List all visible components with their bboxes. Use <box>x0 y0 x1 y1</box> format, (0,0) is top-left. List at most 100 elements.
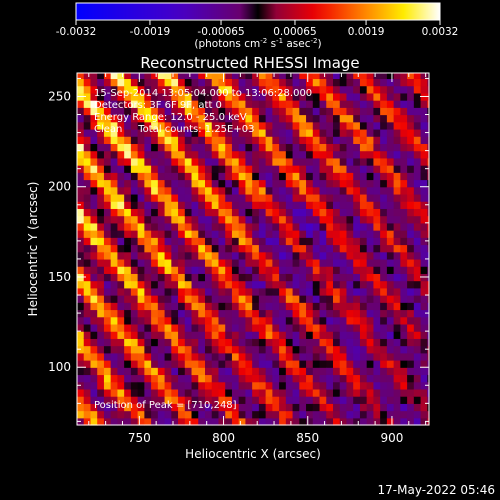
heatmap-cell <box>157 157 166 166</box>
heatmap-cell <box>373 403 381 412</box>
heatmap-cell <box>319 208 327 217</box>
heatmap-cell <box>359 309 368 318</box>
heatmap-cell <box>144 165 152 173</box>
heatmap-cell <box>103 237 112 246</box>
heatmap-cell <box>400 172 408 181</box>
x-tick-label: 750 <box>128 431 151 445</box>
heatmap-cell <box>339 266 348 274</box>
heatmap-cell <box>366 273 375 282</box>
heatmap-cell <box>103 280 112 289</box>
heatmap-cell <box>272 338 280 347</box>
heatmap-cell <box>130 396 139 404</box>
heatmap-cell <box>373 367 381 376</box>
heatmap-cell <box>117 316 125 325</box>
heatmap-cell <box>285 251 294 260</box>
heatmap-cell <box>245 114 253 123</box>
heatmap-cell <box>380 107 388 116</box>
heatmap-cell <box>258 381 267 390</box>
heatmap-cell <box>90 360 98 368</box>
heatmap-cell <box>386 73 395 80</box>
heatmap-cell <box>218 230 226 238</box>
heatmap-cell <box>164 367 172 376</box>
heatmap-cell <box>258 186 267 195</box>
heatmap-cell <box>178 316 186 325</box>
heatmap-cell <box>306 172 314 181</box>
heatmap-cell <box>366 222 375 231</box>
heatmap-cell <box>353 201 361 209</box>
heatmap-cell <box>198 367 206 376</box>
heatmap-cell <box>157 193 166 202</box>
heatmap-cell <box>380 316 388 325</box>
heatmap-cell <box>279 323 287 332</box>
heatmap-cell <box>265 381 273 390</box>
heatmap-cell <box>225 208 233 217</box>
heatmap-cell <box>413 316 422 325</box>
heatmap-cell <box>339 323 348 332</box>
heatmap-cell <box>380 237 388 246</box>
heatmap-cell <box>157 73 166 80</box>
heatmap-cell <box>333 114 341 123</box>
heatmap-cell <box>77 136 85 144</box>
heatmap-cell <box>265 367 273 376</box>
heatmap-cell <box>299 128 307 137</box>
heatmap-cell <box>252 287 260 296</box>
heatmap-cell <box>238 157 247 166</box>
heatmap-cell <box>407 396 415 404</box>
heatmap-cell <box>420 338 428 347</box>
heatmap-cell <box>306 230 314 238</box>
heatmap-cell <box>178 100 186 108</box>
heatmap-cell <box>299 338 307 347</box>
heatmap-cell <box>312 121 321 130</box>
heatmap-cell <box>110 100 119 108</box>
heatmap-cell <box>285 193 294 202</box>
heatmap-cell <box>427 193 430 202</box>
heatmap-cell <box>184 165 193 173</box>
heatmap-cell <box>205 143 213 152</box>
heatmap-cell <box>346 302 354 311</box>
heatmap-cell <box>326 273 334 282</box>
heatmap-cell <box>272 352 280 361</box>
heatmap-cell <box>380 157 388 166</box>
heatmap-cell <box>272 179 280 188</box>
heatmap-cell <box>225 273 233 282</box>
heatmap-cell <box>359 157 368 166</box>
heatmap-cell <box>427 331 430 339</box>
heatmap-cell <box>420 331 428 339</box>
heatmap-cell <box>386 381 395 390</box>
heatmap-cell <box>103 273 112 282</box>
heatmap-cell <box>184 381 193 390</box>
heatmap-cell <box>164 136 172 144</box>
heatmap-cell <box>77 323 85 332</box>
heatmap-cell <box>164 388 172 397</box>
heatmap-cell <box>326 186 334 195</box>
heatmap-cell <box>164 374 172 383</box>
heatmap-cell <box>97 258 105 267</box>
heatmap-cell <box>407 323 415 332</box>
heatmap-cell <box>178 367 186 376</box>
heatmap-cell <box>83 280 92 289</box>
heatmap-cell <box>191 396 199 404</box>
heatmap-cell <box>225 403 233 412</box>
heatmap-cell <box>312 100 321 108</box>
heatmap-cell <box>151 179 159 188</box>
heatmap-cell <box>130 388 139 397</box>
heatmap-cell <box>319 388 327 397</box>
heatmap-cell <box>225 258 233 267</box>
heatmap-cell <box>225 114 233 123</box>
heatmap-cell <box>258 222 267 231</box>
heatmap-cell <box>346 237 354 246</box>
heatmap-cell <box>97 128 105 137</box>
heatmap-cell <box>346 367 354 376</box>
colorbar-tick-label: -0.0019 <box>130 26 171 38</box>
heatmap-cell <box>285 172 294 181</box>
heatmap-cell <box>292 345 300 354</box>
heatmap-cell <box>245 352 253 361</box>
heatmap-cell <box>103 92 112 101</box>
heatmap-cell <box>312 215 321 224</box>
heatmap-cell <box>279 237 287 246</box>
heatmap-cell <box>124 323 132 332</box>
heatmap-cell <box>77 208 85 217</box>
heatmap-cell <box>231 345 240 354</box>
heatmap-cell <box>103 157 112 166</box>
heatmap-cell <box>117 172 125 181</box>
